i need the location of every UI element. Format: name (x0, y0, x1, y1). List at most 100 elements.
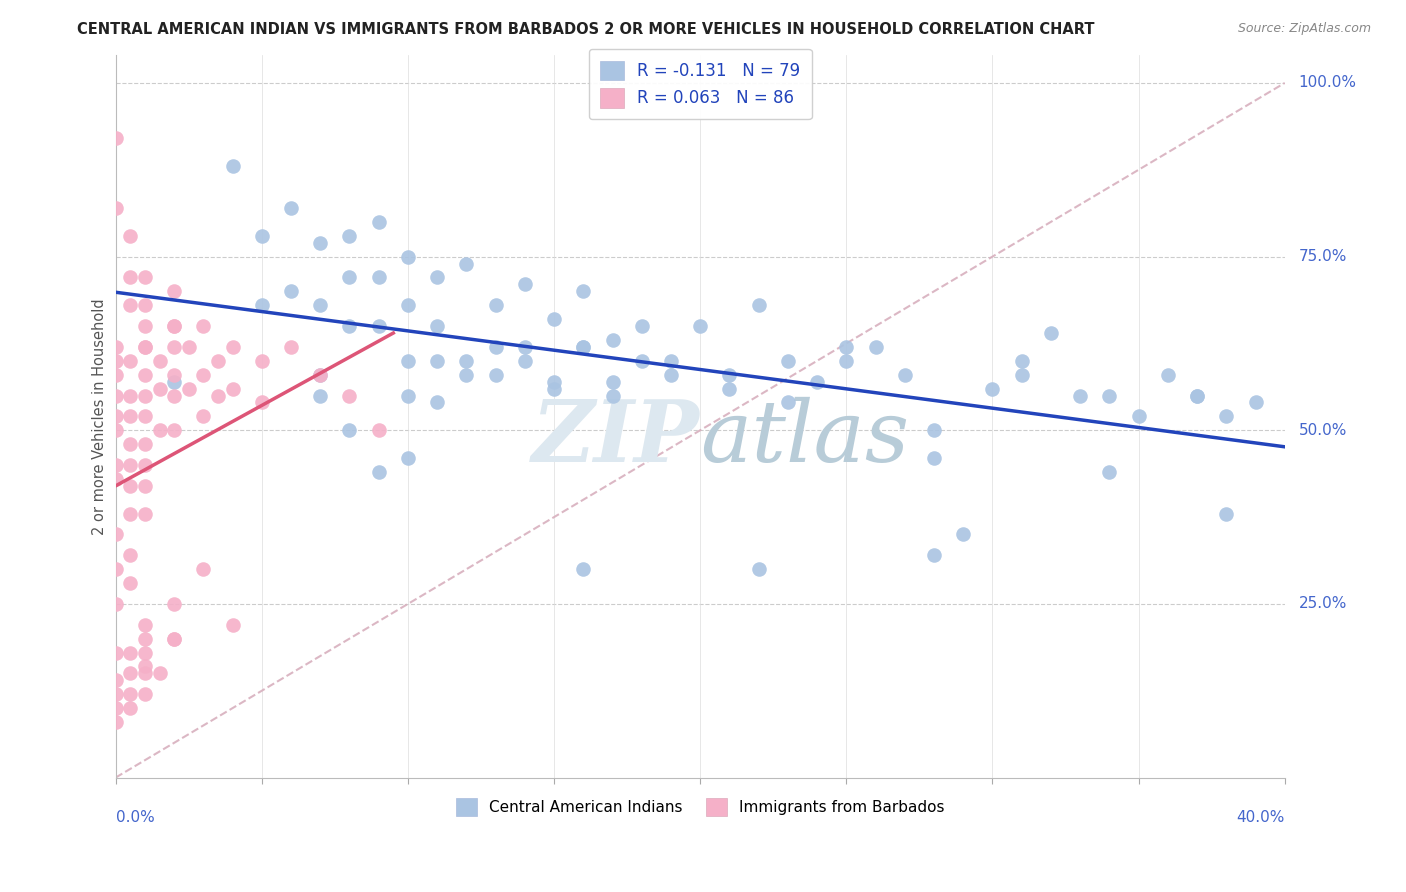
Point (104, 646, 127, 660)
Point (339, 270, 361, 285)
Point (894, 368, 917, 382)
Point (1185, 388, 1208, 402)
Point (835, 353, 858, 368)
Text: 40.0%: 40.0% (1236, 810, 1285, 825)
Point (134, 437, 156, 451)
Point (104, 201, 127, 215)
Point (134, 368, 156, 382)
Point (193, 319, 215, 334)
Point (309, 368, 332, 382)
Point (163, 423, 186, 437)
Point (177, 340, 200, 354)
Point (572, 285, 595, 299)
Point (163, 388, 186, 402)
Point (120, 228, 142, 243)
Point (163, 319, 186, 334)
Point (1098, 388, 1121, 402)
Point (104, 597, 127, 611)
Point (1098, 465, 1121, 479)
Text: 50.0%: 50.0% (1299, 423, 1347, 438)
Point (221, 340, 243, 354)
Point (396, 298, 419, 312)
Point (572, 340, 595, 354)
Point (104, 368, 127, 382)
Point (104, 409, 127, 424)
Point (1244, 395, 1267, 409)
Point (659, 368, 682, 382)
Point (104, 131, 127, 145)
Text: atlas: atlas (700, 397, 910, 479)
Point (134, 507, 156, 521)
Point (104, 388, 127, 402)
Point (163, 340, 186, 354)
Point (572, 562, 595, 576)
Point (163, 597, 186, 611)
Point (602, 388, 624, 402)
Point (134, 666, 156, 681)
Point (748, 562, 770, 576)
Point (134, 646, 156, 660)
Point (120, 298, 142, 312)
Point (309, 388, 332, 402)
Point (193, 409, 215, 424)
Point (367, 215, 389, 229)
Point (952, 527, 974, 541)
Point (543, 382, 565, 396)
Point (120, 458, 142, 472)
Point (177, 382, 200, 396)
Point (835, 340, 858, 354)
Point (134, 617, 156, 632)
Text: 25.0%: 25.0% (1299, 597, 1347, 611)
Point (104, 458, 127, 472)
Point (396, 353, 419, 368)
Point (104, 687, 127, 701)
Point (120, 479, 142, 493)
Text: 100.0%: 100.0% (1299, 76, 1357, 90)
Point (280, 285, 302, 299)
Point (221, 382, 243, 396)
Point (134, 632, 156, 646)
Point (120, 701, 142, 715)
Point (456, 353, 478, 368)
Point (426, 353, 449, 368)
Point (367, 319, 389, 334)
Point (1185, 388, 1208, 402)
Point (120, 353, 142, 368)
Point (689, 319, 711, 334)
Point (250, 395, 273, 409)
Point (367, 423, 389, 437)
Point (426, 270, 449, 285)
Point (513, 340, 536, 354)
Point (193, 562, 215, 576)
Point (104, 353, 127, 368)
Point (776, 395, 799, 409)
Point (513, 277, 536, 292)
Point (104, 472, 127, 486)
Point (922, 423, 945, 437)
Point (120, 409, 142, 424)
Point (134, 687, 156, 701)
Point (193, 368, 215, 382)
Text: 75.0%: 75.0% (1299, 249, 1347, 264)
Point (485, 368, 508, 382)
Point (104, 527, 127, 541)
Point (134, 340, 156, 354)
Point (221, 159, 243, 173)
Point (104, 340, 127, 354)
Point (806, 375, 828, 389)
Point (134, 458, 156, 472)
Point (922, 549, 945, 563)
Point (426, 319, 449, 334)
Point (456, 368, 478, 382)
Point (1215, 507, 1237, 521)
Point (120, 576, 142, 591)
Point (1039, 326, 1062, 340)
Point (120, 388, 142, 402)
Point (120, 646, 142, 660)
Point (163, 319, 186, 334)
Point (1069, 388, 1091, 402)
Point (104, 562, 127, 576)
Point (718, 368, 741, 382)
Point (865, 340, 887, 354)
Point (1128, 409, 1150, 424)
